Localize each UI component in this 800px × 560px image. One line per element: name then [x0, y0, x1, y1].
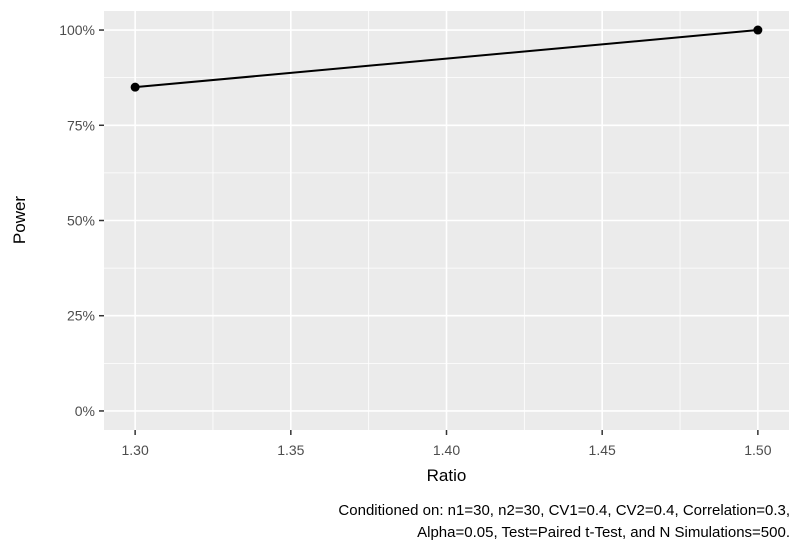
y-tick-label: 75% — [67, 117, 95, 133]
x-tick-label: 1.30 — [122, 442, 149, 458]
chart-caption: Conditioned on: n1=30, n2=30, CV1=0.4, C… — [50, 500, 790, 544]
x-tick-label: 1.40 — [433, 442, 460, 458]
x-tick-label: 1.50 — [744, 442, 771, 458]
series-line — [135, 29, 758, 89]
caption-line-1: Conditioned on: n1=30, n2=30, CV1=0.4, C… — [338, 502, 790, 519]
y-axis-title: Power — [10, 195, 29, 245]
caption-line-2: Alpha=0.05, Test=Paired t-Test, and N Si… — [417, 524, 790, 541]
y-tick-label: 100% — [59, 22, 95, 38]
y-tick-label: 50% — [67, 213, 95, 229]
x-tick-label: 1.35 — [277, 442, 304, 458]
x-tick-label: 1.45 — [589, 442, 616, 458]
data-point — [753, 25, 763, 35]
data-point — [130, 82, 140, 92]
x-axis-title: Ratio — [426, 466, 467, 485]
y-tick-label: 25% — [67, 308, 95, 324]
y-tick-label: 0% — [75, 403, 95, 419]
